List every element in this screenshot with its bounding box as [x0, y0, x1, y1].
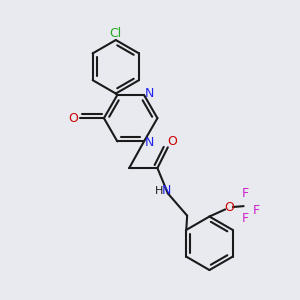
- Text: O: O: [224, 201, 234, 214]
- Text: O: O: [69, 112, 79, 125]
- Text: F: F: [253, 204, 260, 217]
- Text: F: F: [242, 212, 249, 225]
- Text: N: N: [145, 136, 154, 149]
- Text: H: H: [155, 186, 164, 196]
- Text: N: N: [145, 87, 154, 100]
- Text: N: N: [162, 184, 171, 197]
- Text: O: O: [167, 135, 177, 148]
- Text: F: F: [242, 187, 249, 200]
- Text: Cl: Cl: [110, 27, 122, 40]
